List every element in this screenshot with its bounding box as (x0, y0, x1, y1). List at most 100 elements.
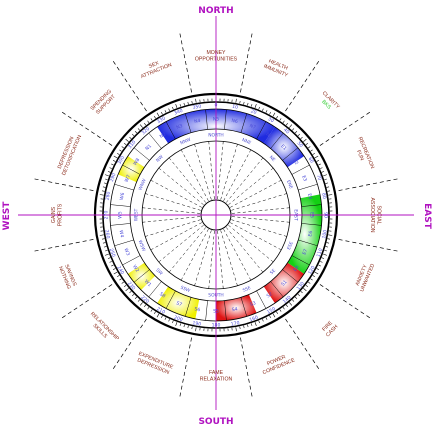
band-label: N6 (231, 118, 238, 125)
degree-number: 310 (127, 139, 137, 150)
inner-spoke (231, 219, 287, 237)
band-divider (110, 223, 131, 226)
band-divider (240, 297, 248, 317)
inner-direction-label: NNE (241, 137, 252, 146)
degree-tick (321, 171, 325, 173)
degree-tick (187, 325, 189, 329)
degree-tick (124, 284, 127, 287)
inner-spoke (229, 222, 282, 251)
band-label: E1 (279, 143, 287, 151)
band-divider (298, 183, 318, 191)
band-label: S5 (213, 309, 219, 315)
degree-tick (99, 234, 104, 236)
degree-tick (285, 123, 288, 126)
band-divider (256, 290, 267, 309)
degree-tick (297, 293, 301, 297)
degree-tick (105, 249, 108, 252)
degree-tick (175, 322, 178, 326)
degree-number: 80 (320, 193, 327, 200)
degree-tick (187, 101, 189, 105)
inner-spoke (220, 230, 238, 286)
degree-tick (324, 249, 327, 252)
inner-spoke (194, 230, 212, 286)
degree-tick (121, 281, 124, 284)
degree-tick (112, 268, 116, 270)
band-label: S1 (280, 279, 288, 287)
degree-number: 210 (155, 306, 166, 316)
sector-divider-line (319, 110, 373, 146)
degree-tick (265, 317, 268, 320)
degree-number: 270 (104, 211, 110, 220)
degree-number: 290 (109, 172, 118, 182)
degree-tick (279, 309, 282, 312)
degree-tick (195, 327, 197, 332)
west-band-segment (118, 156, 145, 183)
sector-label-line: OPPORTUNITIES (195, 56, 238, 62)
degree-tick (105, 174, 109, 177)
degree-number: 20 (250, 108, 258, 116)
band-label: W1 (143, 279, 153, 289)
east-band-segment (287, 194, 322, 274)
band-label: N5 (213, 117, 219, 123)
degree-tick (131, 133, 135, 137)
east-label: EAST (422, 203, 432, 230)
band-divider (240, 113, 248, 133)
band-label: E7 (301, 248, 309, 256)
degree-tick (119, 278, 122, 281)
sector-divider-line (111, 58, 147, 112)
sector-divider-line (31, 239, 94, 253)
degree-tick (300, 136, 303, 139)
sector-label-line: ASSOCIATION (369, 197, 375, 232)
sector-label-line: FUN (355, 149, 365, 161)
band-divider (165, 290, 176, 309)
inner-spoke (145, 193, 201, 211)
inner-direction-label: SOUTH (208, 293, 223, 299)
degree-tick (147, 307, 150, 310)
band-label: N2 (159, 131, 168, 140)
sector-label-line: BKS (320, 99, 332, 111)
degree-tick (150, 309, 153, 312)
inner-spoke (225, 227, 264, 273)
sector-label-line: FAME (209, 370, 224, 376)
inner-direction-label: NNW (179, 136, 192, 146)
degree-tick (308, 146, 311, 149)
degree-number: 320 (140, 126, 151, 136)
band-divider (205, 109, 208, 130)
inner-spoke (231, 193, 287, 211)
degree-tick (269, 315, 271, 319)
degree-tick (318, 163, 321, 166)
degree-tick (179, 323, 182, 326)
band-label: W5 (118, 211, 124, 219)
degree-tick (191, 326, 193, 330)
degree-number: 300 (116, 155, 126, 166)
south-band-segment (263, 262, 305, 304)
degree-tick (144, 123, 147, 126)
inner-direction-label: ENE (285, 179, 294, 190)
degree-tick (312, 275, 315, 277)
degree-tick (239, 100, 241, 104)
degree-tick (101, 190, 105, 192)
band-label: W4 (118, 230, 125, 239)
band-divider (133, 269, 150, 283)
band-label: N7 (248, 123, 256, 131)
band-label: S2 (266, 291, 274, 299)
sector-label: GAINS PROFITS (51, 203, 64, 226)
sector-divider-line (285, 58, 321, 112)
degree-tick (102, 242, 106, 244)
inner-spoke (158, 224, 204, 263)
degree-ticks (98, 97, 334, 333)
degree-number: 190 (192, 320, 202, 327)
inner-direction-label: ESE (286, 241, 295, 251)
degree-number: 100 (321, 229, 328, 239)
degree-tick (254, 322, 257, 326)
degree-tick (99, 194, 104, 196)
degree-tick (154, 116, 156, 119)
band-divider (224, 109, 227, 130)
band-label: E8 (292, 265, 300, 273)
degree-number: 250 (108, 248, 117, 258)
degree-tick (105, 178, 108, 181)
degree-tick (147, 120, 150, 123)
degree-tick (154, 311, 156, 314)
